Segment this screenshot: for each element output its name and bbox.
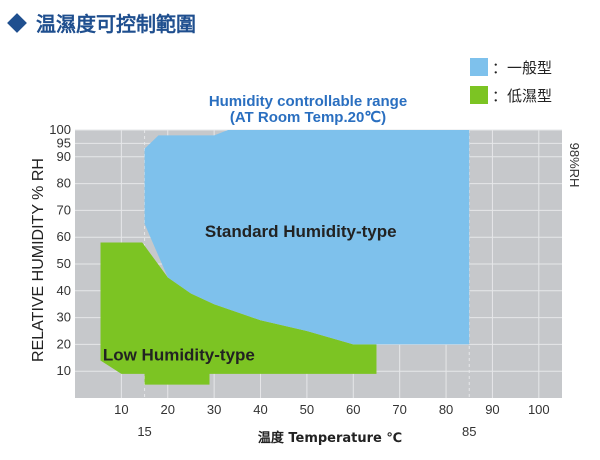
page-heading: 温濕度可控制範圍 [7,8,196,37]
x-tick-label: 20 [161,402,175,417]
legend-swatch [470,58,488,76]
legend: ：一般型 ：低濕型 [470,58,552,105]
area-low-humidity-type [100,242,377,385]
chart-subtitle: (AT Room Temp.20℃) [230,109,386,126]
x-tick-label-extra: 15 [137,424,151,439]
y-tick-label: 50 [57,256,71,271]
region-label: Standard Humidity-type [205,222,397,241]
y-tick-label: 40 [57,283,71,298]
legend-label: ：低濕型 [492,87,552,105]
x-tick-label-extra: 85 [462,424,476,439]
y-tick-label: 60 [57,229,71,244]
x-tick-label: 60 [346,402,360,417]
area-standard-humidity-type [144,130,470,345]
y-tick-label: 20 [57,336,71,351]
x-tick-label: 30 [207,402,221,417]
legend-swatch [470,86,488,104]
y-tick-label: 100 [49,122,71,137]
region-label: Low Humidity-type [103,345,255,364]
x-tick-label: 80 [439,402,453,417]
y-tick-label: 90 [57,149,71,164]
x-axis-label: 温度 Temperature ℃ [258,430,402,446]
heading-title: 温濕度可控制範圍 [36,12,196,36]
x-tick-label: 70 [392,402,406,417]
x-tick-labels: 10 20 30 40 50 60 70 80 90 100 15 85 [114,402,550,439]
chart-areas: Low Humidity-type Standard Humidity-type [100,130,470,385]
x-tick-label: 40 [253,402,267,417]
y-tick-label: 95 [57,135,71,150]
y-tick-label: 80 [57,176,71,191]
x-tick-label: 10 [114,402,128,417]
chart-title: Humidity controllable range [209,93,407,110]
x-tick-label: 50 [300,402,314,417]
y-tick-label: 70 [57,202,71,217]
x-tick-label: 100 [528,402,550,417]
y-tick-label: 30 [57,310,71,325]
x-tick-label: 90 [485,402,499,417]
y-tick-label: 10 [57,363,71,378]
y-axis-label: RELATIVE HUMIDITY % RH [30,158,47,362]
legend-label: ：一般型 [492,59,552,77]
right-axis-label: 98%RH [567,143,582,188]
